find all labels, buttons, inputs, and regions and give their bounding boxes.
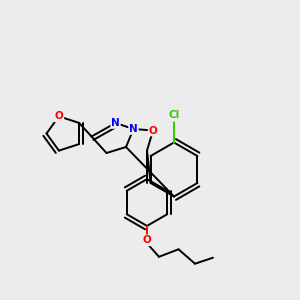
Text: N: N [111,118,120,128]
Text: O: O [142,235,152,245]
Text: N: N [129,124,138,134]
Text: O: O [55,111,63,122]
Text: Cl: Cl [168,110,180,121]
Text: O: O [148,125,158,136]
